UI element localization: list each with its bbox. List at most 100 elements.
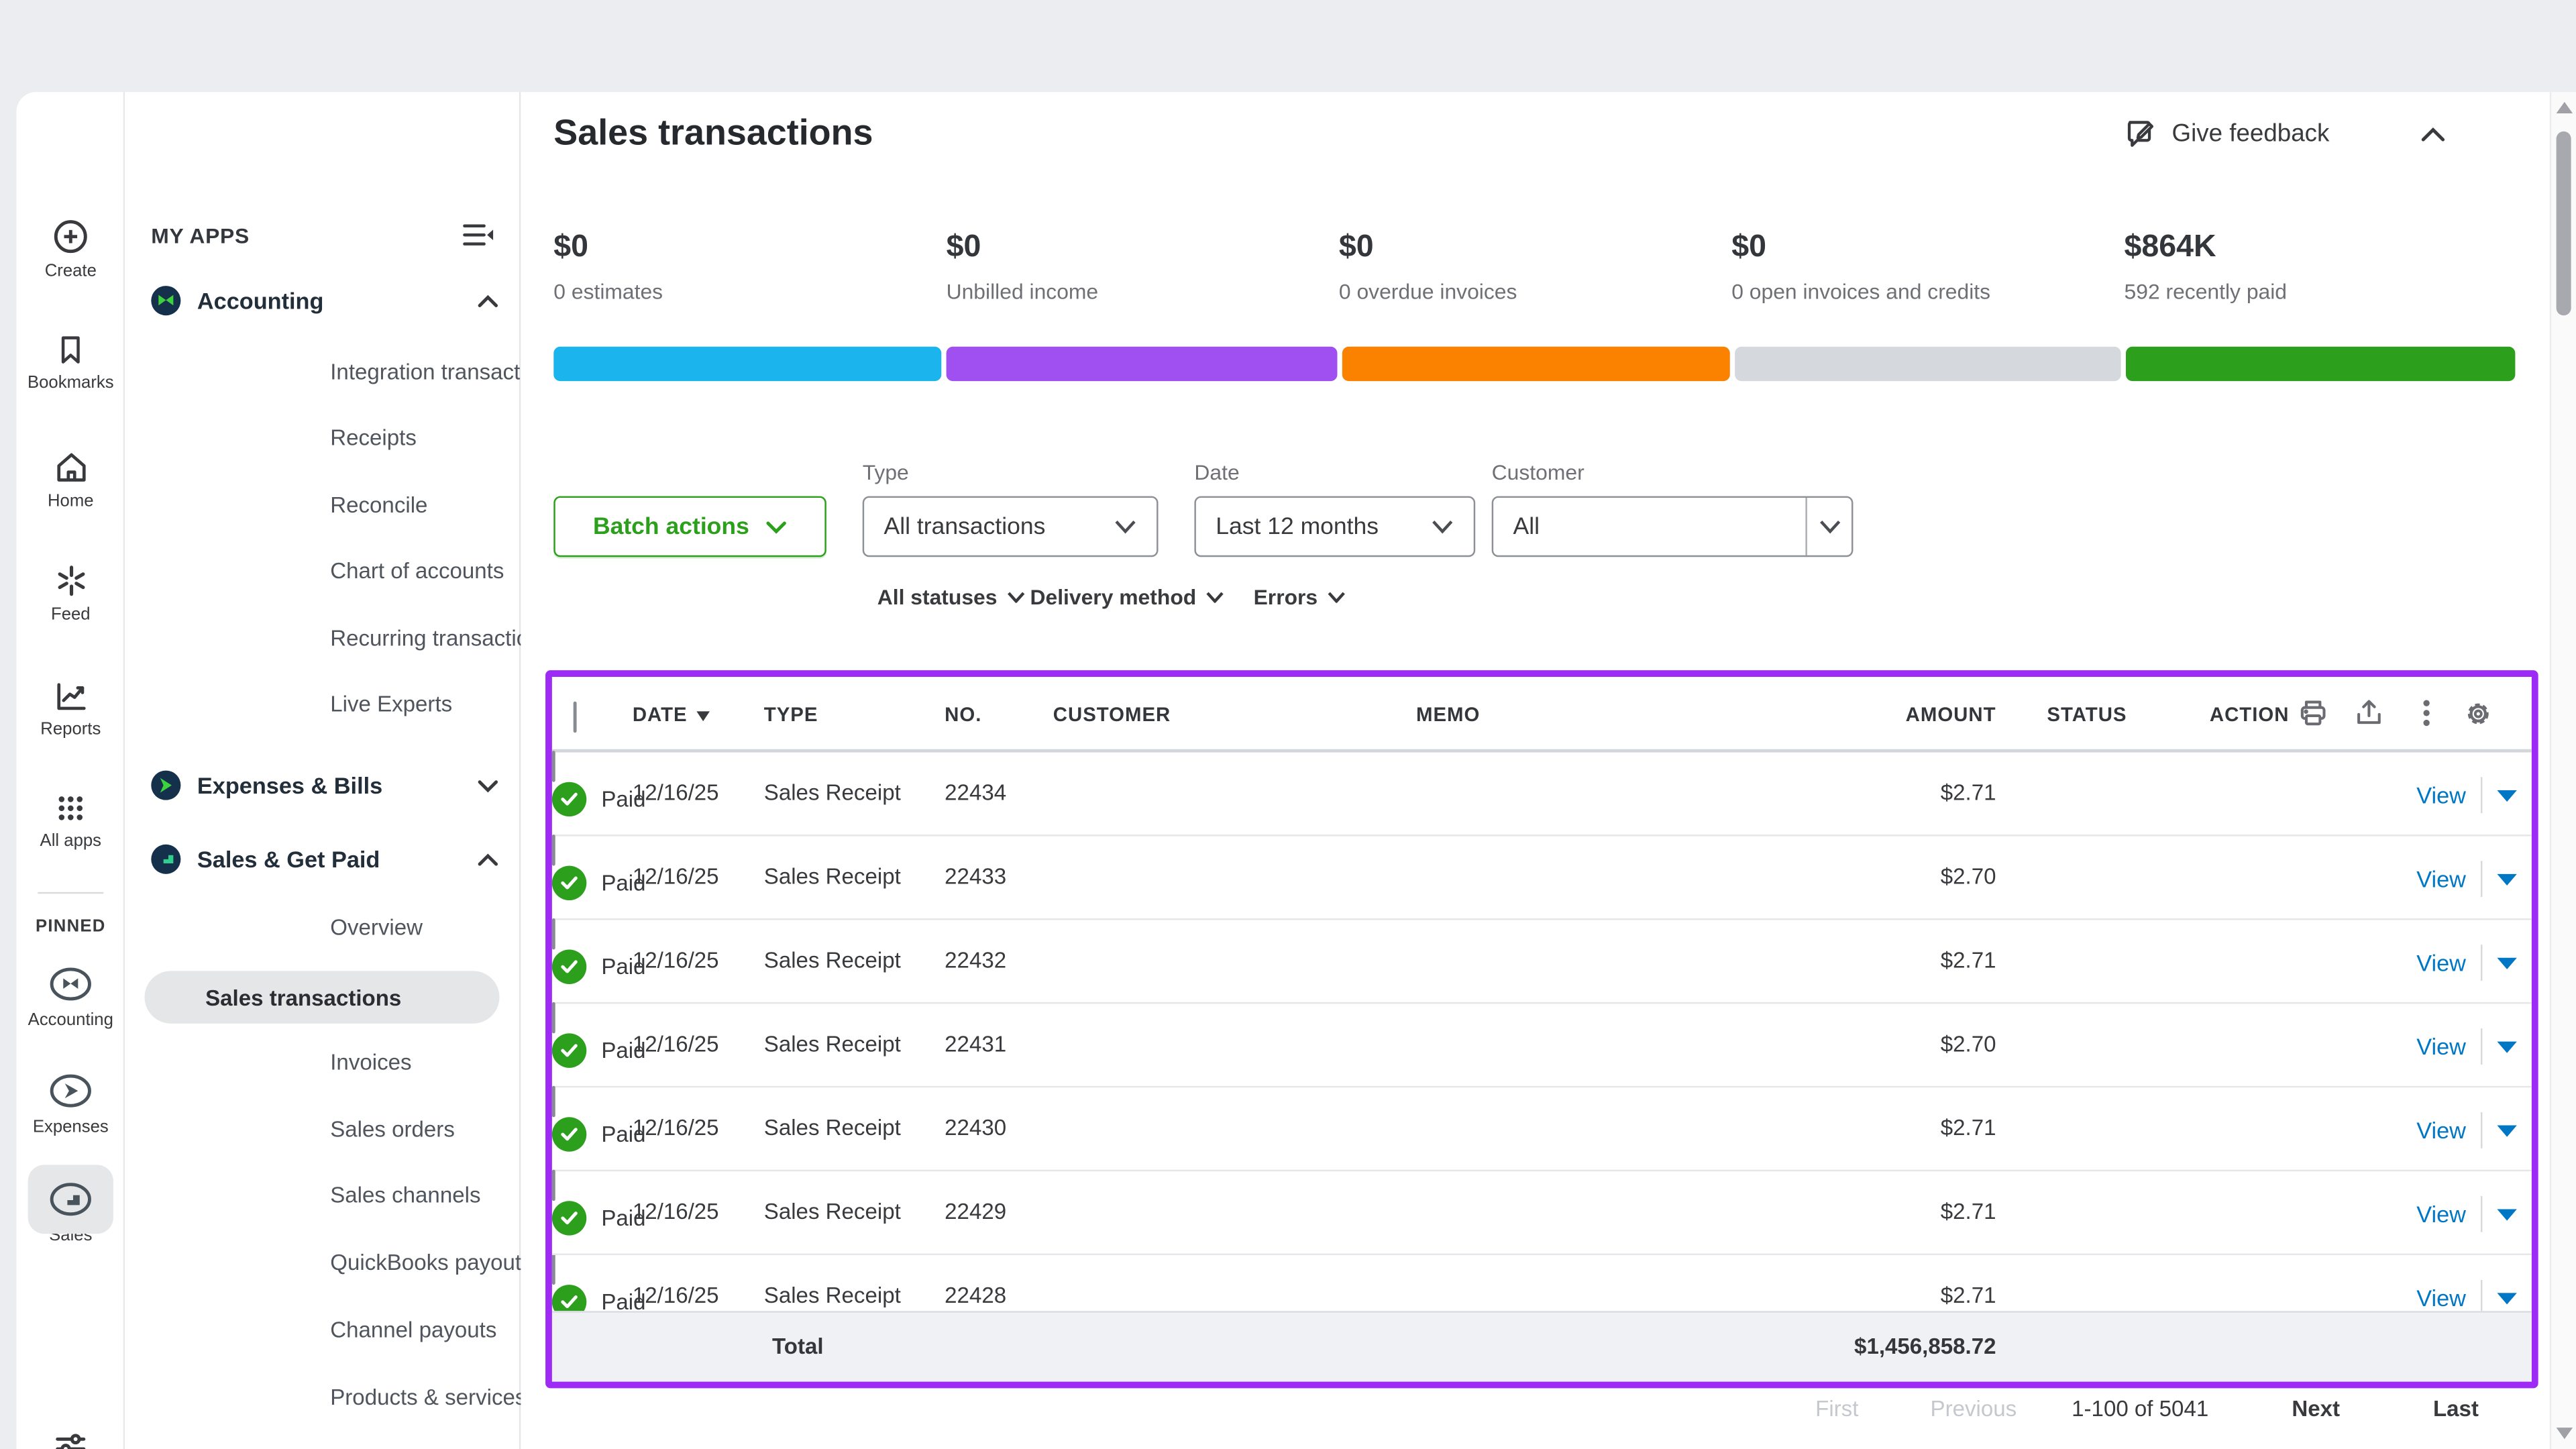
rail-item-pinned-accounting[interactable]: Accounting [16, 963, 125, 1030]
row-actions-dropdown-icon[interactable] [2497, 1124, 2517, 1136]
rail-item-home[interactable]: Home [16, 449, 125, 511]
money-bar-open[interactable] [1735, 346, 2121, 382]
nav-section-accounting[interactable]: Accounting [151, 279, 499, 322]
scrollbar-up-arrow-icon[interactable] [2556, 101, 2573, 113]
vertical-scrollbar[interactable] [2549, 92, 2576, 1449]
table-row[interactable]: 12/16/25 Sales Receipt 22430 $2.71 Paid … [551, 1085, 2532, 1172]
rail-item-all-apps[interactable]: All apps [16, 790, 125, 851]
row-checkbox[interactable] [551, 751, 555, 782]
batch-actions-button[interactable]: Batch actions [553, 496, 826, 557]
cell-amount: $2.71 [1940, 1199, 1996, 1224]
pagination-last[interactable]: Last [2432, 1396, 2479, 1421]
customer-filter-value: All [1513, 513, 1540, 540]
type-filter-value: All transactions [883, 513, 1046, 540]
nav-item-channel-payouts[interactable]: Channel payouts [330, 1318, 497, 1342]
money-bar-estimates[interactable] [553, 346, 942, 382]
total-value: $1,456,858.72 [1854, 1334, 1996, 1359]
collapse-header-chevron-icon[interactable] [2420, 121, 2446, 151]
scrollbar-thumb[interactable] [2556, 131, 2571, 316]
nav-item-sales-orders[interactable]: Sales orders [330, 1117, 455, 1142]
nav-item-receipts[interactable]: Receipts [330, 425, 417, 451]
col-header-date[interactable]: DATE [633, 703, 710, 726]
collapse-menu-icon[interactable] [460, 220, 496, 258]
col-header-memo[interactable]: MEMO [1416, 703, 1481, 727]
row-actions-dropdown-icon[interactable] [2497, 789, 2517, 801]
nav-item-overview[interactable]: Overview [330, 915, 423, 940]
rail-item-reports[interactable]: Reports [16, 677, 125, 739]
customer-dropdown-toggle[interactable] [1805, 498, 1851, 555]
rail-item-pinned-expenses[interactable]: Expenses [16, 1069, 125, 1137]
view-link[interactable]: View [2416, 1201, 2466, 1228]
type-filter-dropdown[interactable]: All transactions [862, 496, 1159, 557]
row-actions-dropdown-icon[interactable] [2497, 1292, 2517, 1304]
view-link[interactable]: View [2416, 1285, 2466, 1311]
cell-type: Sales Receipt [763, 864, 901, 889]
nav-item-live-experts[interactable]: Live Experts [330, 692, 453, 716]
row-checkbox[interactable] [551, 1255, 555, 1285]
money-bar-overdue[interactable] [1342, 346, 1730, 382]
errors-filter[interactable]: Errors [1254, 585, 1346, 610]
rail-item-feed[interactable]: Feed [16, 562, 125, 625]
row-checkbox[interactable] [551, 1002, 555, 1034]
rail-item-pinned-sales[interactable]: Sales [16, 1165, 125, 1245]
view-link[interactable]: View [2416, 949, 2466, 976]
more-options-kebab-icon[interactable] [2412, 696, 2441, 737]
col-header-status[interactable]: STATUS [2047, 703, 2127, 727]
nav-section-expenses-bills[interactable]: Expenses & Bills [151, 764, 499, 807]
row-actions-dropdown-icon[interactable] [2497, 957, 2517, 969]
col-header-no[interactable]: NO. [945, 703, 982, 727]
row-actions-dropdown-icon[interactable] [2497, 873, 2517, 885]
nav-item-chart-of-accounts[interactable]: Chart of accounts [330, 558, 504, 584]
rail-item-customize[interactable]: Customize [16, 1424, 125, 1449]
scrollbar-down-arrow-icon[interactable] [2556, 1428, 2573, 1440]
view-link[interactable]: View [2416, 1033, 2466, 1060]
select-all-checkbox[interactable] [573, 701, 577, 733]
col-header-customer[interactable]: CUSTOMER [1053, 703, 1171, 727]
nav-item-sales-transactions-active[interactable]: Sales transactions [144, 971, 500, 1024]
stat-overdue-invoices: $0 0 overdue invoices [1339, 230, 1717, 304]
table-row[interactable]: 12/16/25 Sales Receipt 22431 $2.70 Paid … [551, 1002, 2532, 1088]
print-icon[interactable] [2297, 696, 2330, 737]
table-row[interactable]: 12/16/25 Sales Receipt 22433 $2.70 Paid … [551, 835, 2532, 920]
col-header-type[interactable]: TYPE [763, 703, 818, 727]
table-settings-gear-icon[interactable] [2461, 696, 2496, 739]
table-row[interactable]: 12/16/25 Sales Receipt 22429 $2.71 Paid … [551, 1169, 2532, 1256]
nav-item-recurring-transactions[interactable]: Recurring transactions [330, 626, 553, 651]
money-bar-unbilled[interactable] [946, 346, 1338, 382]
table-row[interactable]: 12/16/25 Sales Receipt 22432 $2.71 Paid … [551, 918, 2532, 1004]
customer-filter-dropdown[interactable]: All [1491, 496, 1854, 557]
delivery-method-filter[interactable]: Delivery method [1030, 585, 1224, 610]
give-feedback-button[interactable]: Give feedback [2125, 117, 2329, 151]
expenses-app-icon [151, 770, 181, 800]
row-actions-dropdown-icon[interactable] [2497, 1208, 2517, 1220]
table-row[interactable]: 12/16/25 Sales Receipt 22434 $2.71 Paid … [551, 751, 2532, 837]
row-actions-dropdown-icon[interactable] [2497, 1040, 2517, 1053]
nav-section-label: Sales & Get Paid [197, 846, 380, 873]
nav-item-quickbooks-payouts[interactable]: QuickBooks payouts [330, 1250, 533, 1275]
row-checkbox[interactable] [551, 1169, 555, 1201]
nav-item-reconcile[interactable]: Reconcile [330, 492, 428, 518]
money-bar-paid[interactable] [2125, 346, 2516, 382]
nav-item-invoices[interactable]: Invoices [330, 1049, 412, 1075]
nav-item-products-services[interactable]: Products & services [330, 1385, 527, 1410]
view-link[interactable]: View [2416, 782, 2466, 808]
date-filter-dropdown[interactable]: Last 12 months [1194, 496, 1476, 557]
table-row-partial[interactable]: 12/16/25 Sales Receipt 22428 $2.71 Paid … [551, 1255, 2532, 1311]
cell-date: 12/16/25 [632, 864, 719, 889]
rail-item-create[interactable]: Create [16, 217, 125, 281]
pagination-next[interactable]: Next [2292, 1396, 2340, 1421]
col-header-amount[interactable]: AMOUNT [1905, 703, 1996, 727]
row-checkbox[interactable] [551, 918, 555, 950]
nav-section-sales-get-paid[interactable]: Sales & Get Paid [151, 838, 499, 881]
row-checkbox[interactable] [551, 1085, 555, 1118]
cell-amount: $2.71 [1940, 948, 1996, 973]
nav-item-sales-channels[interactable]: Sales channels [330, 1183, 481, 1208]
export-icon[interactable] [2353, 696, 2385, 737]
cell-amount: $2.71 [1940, 1115, 1996, 1140]
row-checkbox[interactable] [551, 835, 555, 866]
cell-no: 22434 [945, 780, 1007, 806]
view-link[interactable]: View [2416, 1117, 2466, 1144]
rail-item-bookmarks[interactable]: Bookmarks [16, 332, 125, 392]
all-statuses-filter[interactable]: All statuses [877, 585, 1025, 610]
view-link[interactable]: View [2416, 865, 2466, 892]
